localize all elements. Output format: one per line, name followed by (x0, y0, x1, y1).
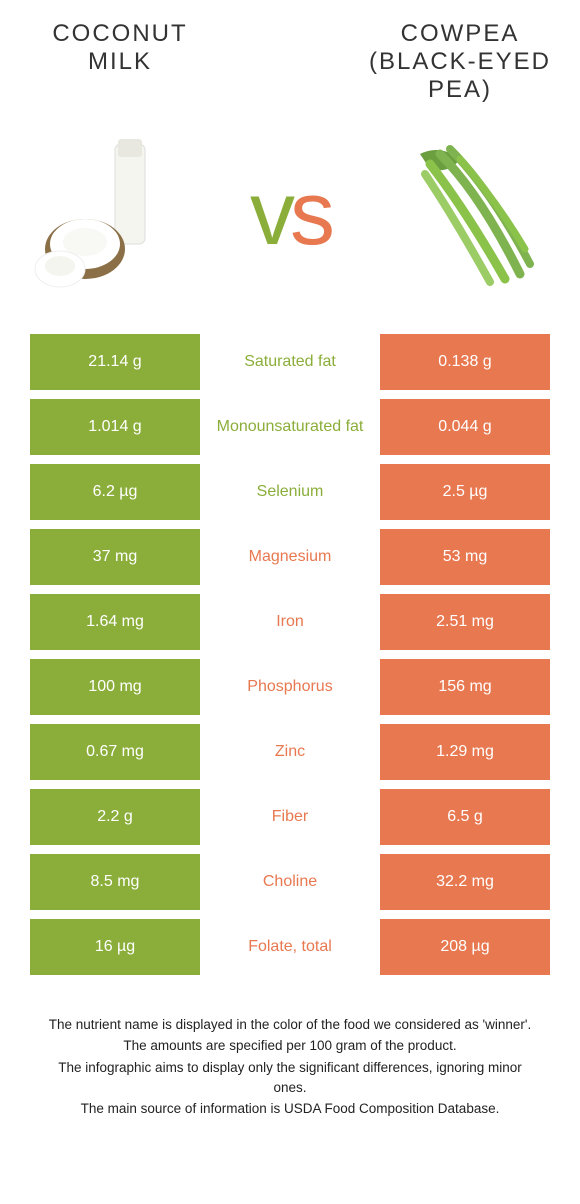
nutrient-row: 37 mgMagnesium53 mg (30, 529, 550, 585)
right-value-cell: 32.2 mg (380, 854, 550, 910)
right-value-cell: 6.5 g (380, 789, 550, 845)
images-row: vs (30, 124, 550, 304)
nutrient-label: Choline (200, 854, 380, 910)
footer-line3: The infographic aims to display only the… (40, 1058, 540, 1099)
left-food-title: Coconut Milk (20, 20, 220, 104)
footer-line1: The nutrient name is displayed in the co… (40, 1015, 540, 1035)
left-value-cell: 1.64 mg (30, 594, 200, 650)
left-value-cell: 21.14 g (30, 334, 200, 390)
right-value-cell: 2.51 mg (380, 594, 550, 650)
right-food-title: Cowpea (Black-eyed Pea) (360, 20, 560, 104)
cowpea-image (390, 134, 550, 294)
infographic-container: Coconut Milk Cowpea (Black-eyed Pea) vs (0, 0, 580, 1140)
right-value-cell: 1.29 mg (380, 724, 550, 780)
right-title-line1: Cowpea (360, 20, 560, 48)
vs-label: vs (250, 163, 330, 266)
coconut-icon (30, 134, 190, 294)
vs-v-letter: v (250, 164, 290, 264)
nutrient-row: 16 µgFolate, total208 µg (30, 919, 550, 975)
nutrient-label: Monounsaturated fat (200, 399, 380, 455)
nutrient-row: 2.2 gFiber6.5 g (30, 789, 550, 845)
right-value-cell: 2.5 µg (380, 464, 550, 520)
nutrient-label: Fiber (200, 789, 380, 845)
nutrient-label: Iron (200, 594, 380, 650)
left-value-cell: 100 mg (30, 659, 200, 715)
nutrient-label: Phosphorus (200, 659, 380, 715)
right-title-line2: (Black-eyed (360, 48, 560, 76)
nutrient-row: 6.2 µgSelenium2.5 µg (30, 464, 550, 520)
right-value-cell: 208 µg (380, 919, 550, 975)
nutrient-label: Zinc (200, 724, 380, 780)
nutrient-row: 21.14 gSaturated fat0.138 g (30, 334, 550, 390)
left-title-line1: Coconut (20, 20, 220, 48)
footer-notes: The nutrient name is displayed in the co… (30, 1015, 550, 1119)
left-value-cell: 8.5 mg (30, 854, 200, 910)
right-value-cell: 0.138 g (380, 334, 550, 390)
right-value-cell: 156 mg (380, 659, 550, 715)
footer-line2: The amounts are specified per 100 gram o… (40, 1036, 540, 1056)
right-value-cell: 0.044 g (380, 399, 550, 455)
right-title-line3: Pea) (360, 76, 560, 104)
nutrient-row: 1.64 mgIron2.51 mg (30, 594, 550, 650)
nutrient-table: 21.14 gSaturated fat0.138 g 1.014 gMonoun… (30, 334, 550, 975)
nutrient-label: Magnesium (200, 529, 380, 585)
vs-s-letter: s (290, 164, 330, 264)
nutrient-row: 1.014 gMonounsaturated fat0.044 g (30, 399, 550, 455)
nutrient-label: Folate, total (200, 919, 380, 975)
left-value-cell: 6.2 µg (30, 464, 200, 520)
right-value-cell: 53 mg (380, 529, 550, 585)
header-titles: Coconut Milk Cowpea (Black-eyed Pea) (30, 20, 550, 104)
left-value-cell: 0.67 mg (30, 724, 200, 780)
nutrient-row: 0.67 mgZinc1.29 mg (30, 724, 550, 780)
coconut-milk-image (30, 134, 190, 294)
left-title-line2: Milk (20, 48, 220, 76)
nutrient-row: 100 mgPhosphorus156 mg (30, 659, 550, 715)
nutrient-label: Selenium (200, 464, 380, 520)
nutrient-label: Saturated fat (200, 334, 380, 390)
cowpea-icon (390, 134, 550, 294)
left-value-cell: 1.014 g (30, 399, 200, 455)
left-value-cell: 2.2 g (30, 789, 200, 845)
left-value-cell: 16 µg (30, 919, 200, 975)
footer-line4: The main source of information is USDA F… (40, 1099, 540, 1119)
nutrient-row: 8.5 mgCholine32.2 mg (30, 854, 550, 910)
left-value-cell: 37 mg (30, 529, 200, 585)
